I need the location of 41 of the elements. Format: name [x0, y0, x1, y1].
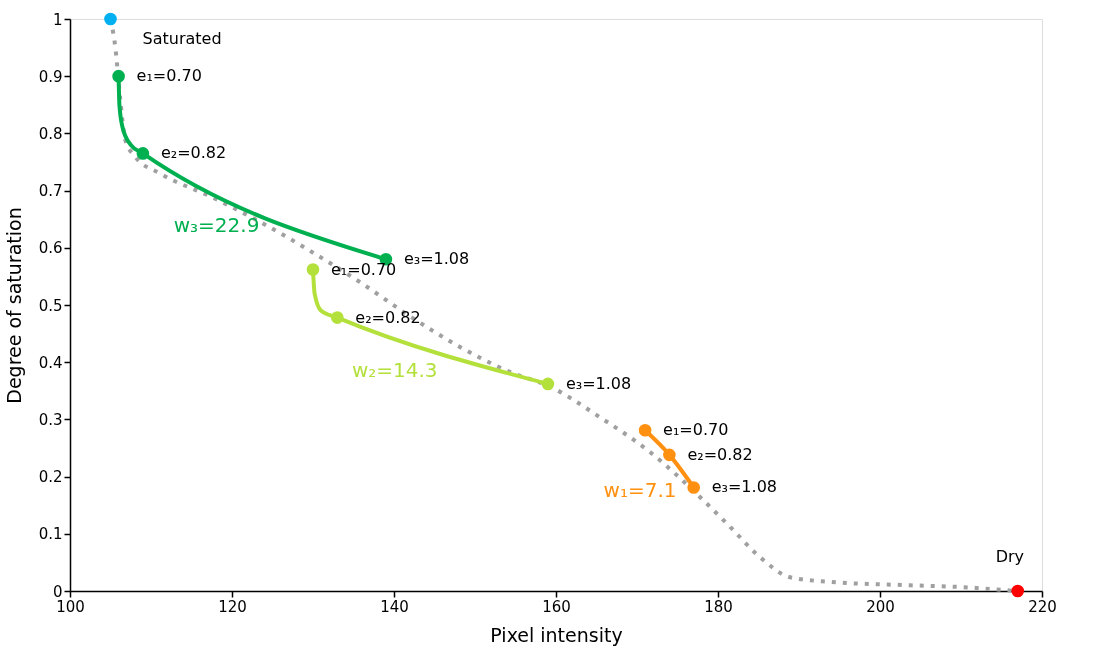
- annotation: e₁=0.70: [331, 259, 397, 279]
- y-tick-label: 0.2: [38, 468, 63, 487]
- annotation: e₁=0.70: [663, 420, 729, 440]
- y-tick-label: 0.5: [38, 296, 63, 315]
- annotation: e₃=1.08: [565, 373, 632, 393]
- y-tick-label: 0.9: [38, 67, 63, 86]
- series-label: w₁=7.1: [603, 478, 677, 503]
- point: [136, 147, 150, 160]
- x-tick-label: 160: [542, 597, 571, 616]
- point: [330, 311, 344, 324]
- annotation: e₂=0.82: [355, 307, 421, 327]
- x-tick-label: 120: [218, 597, 247, 616]
- point: [104, 12, 117, 26]
- y-tick-label: 0.3: [38, 410, 63, 429]
- y-tick-label: 1: [52, 10, 63, 29]
- y-tick-label: 0.1: [38, 525, 63, 544]
- x-tick-label: 180: [704, 597, 733, 616]
- annotation: e₃=1.08: [403, 249, 470, 269]
- y-axis-title: Degree of saturation: [2, 207, 25, 404]
- y-tick-label: 0.4: [38, 353, 63, 372]
- point: [1011, 584, 1025, 598]
- x-axis-title: Pixel intensity: [490, 623, 623, 646]
- annotation: e₃=1.08: [711, 477, 777, 497]
- point: [638, 423, 652, 437]
- annotation: e₁=0.70: [136, 66, 202, 86]
- y-tick-label: 0.8: [38, 124, 63, 143]
- point: [541, 377, 555, 391]
- annotation: Saturated: [142, 29, 222, 48]
- annotation: e₂=0.82: [160, 143, 227, 163]
- x-tick-label: 220: [1028, 597, 1057, 616]
- annotation: e₂=0.82: [687, 444, 753, 464]
- point: [687, 481, 701, 494]
- annotation: Dry: [995, 547, 1025, 566]
- x-tick-label: 200: [866, 597, 895, 616]
- series-label: w₃=22.9: [173, 213, 260, 238]
- y-tick-label: 0.7: [38, 182, 63, 201]
- series-label: w₂=14.3: [351, 357, 438, 382]
- x-tick-label: 140: [380, 597, 409, 616]
- point: [306, 263, 320, 276]
- y-tick-label: 0.6: [38, 239, 63, 258]
- point: [112, 69, 125, 83]
